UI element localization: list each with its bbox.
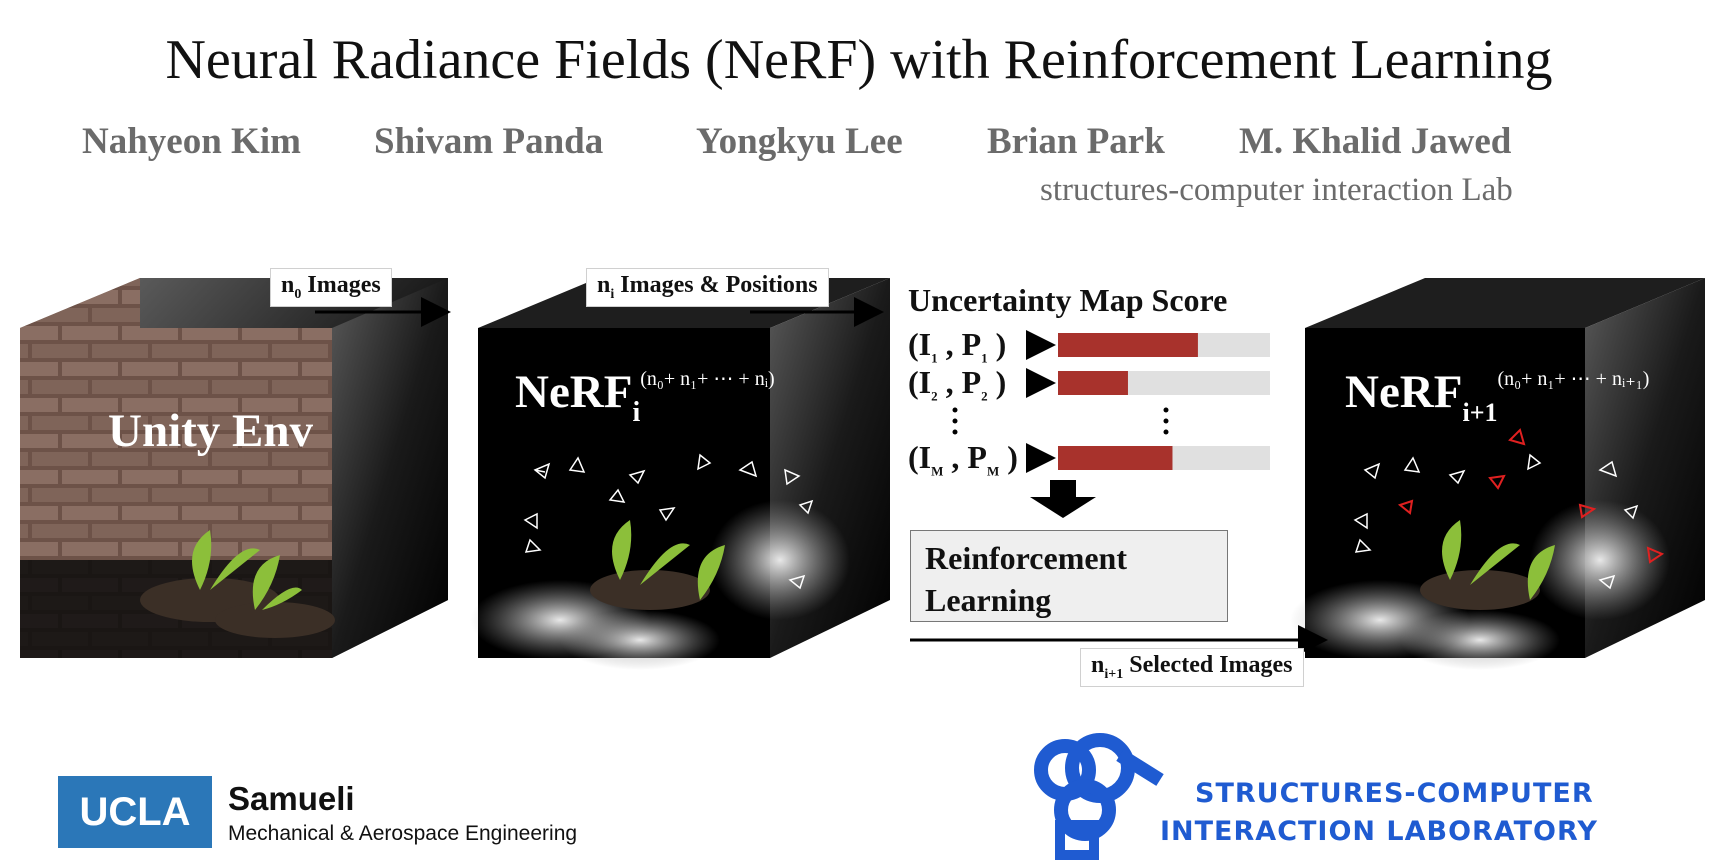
ucla-logo: UCLA bbox=[58, 776, 212, 848]
author-name: Brian Park bbox=[987, 121, 1165, 162]
selected-camera-markers bbox=[1397, 428, 1665, 564]
nerf-i-box bbox=[470, 278, 890, 670]
n0-images-tag: n0 Images bbox=[270, 268, 392, 307]
sci-lab-line1: STRUCTURES-COMPUTER bbox=[1195, 778, 1594, 809]
score-bar-fill bbox=[1058, 371, 1128, 395]
score-bar-fill bbox=[1058, 333, 1198, 357]
nerf-i1-box bbox=[1290, 278, 1705, 670]
lab-name: structures-computer interaction Lab bbox=[1040, 172, 1513, 208]
page-title: Neural Radiance Fields (NeRF) with Reinf… bbox=[165, 29, 1553, 91]
down-arrow bbox=[1030, 497, 1096, 518]
nerf-i1-label: NeRFi+1(n₀+ n₁+ ⋯ + nᵢ₊₁) bbox=[1345, 366, 1650, 427]
reinforcement-learning-box: Reinforcement Learning bbox=[910, 530, 1228, 622]
ni-images-positions-tag: ni Images & Positions bbox=[586, 268, 829, 307]
camera-markers bbox=[523, 453, 1639, 590]
uncertainty-title: Uncertainty Map Score bbox=[908, 282, 1228, 318]
score-pair-2: (I2 , P2 ) bbox=[908, 364, 1007, 404]
department-label: Mechanical & Aerospace Engineering bbox=[228, 822, 578, 845]
samueli-label: Samueli bbox=[228, 780, 355, 817]
unity-env-label: Unity Env bbox=[108, 405, 314, 457]
nerf-i-label: NeRFi(n₀+ n₁+ ⋯ + nᵢ) bbox=[515, 366, 775, 428]
selected-images-tag: ni+1 Selected Images bbox=[1080, 648, 1304, 687]
ellipsis-dots bbox=[952, 407, 1169, 435]
score-bars bbox=[1058, 333, 1270, 470]
author-name: M. Khalid Jawed bbox=[1239, 121, 1512, 162]
author-name: Nahyeon Kim bbox=[82, 121, 301, 162]
author-name: Yongkyu Lee bbox=[696, 121, 903, 162]
author-name: Shivam Panda bbox=[374, 121, 604, 162]
score-pair-m: (IM , PM ) bbox=[908, 439, 1018, 479]
sci-lab-line2: INTERACTION LABORATORY bbox=[1160, 816, 1598, 847]
unity-env-box bbox=[20, 278, 448, 658]
score-pair-1: (I1 , P1 ) bbox=[908, 326, 1007, 366]
robot-arm-logo bbox=[1034, 733, 1164, 860]
pair-arrows bbox=[1026, 330, 1056, 473]
score-bar-fill bbox=[1058, 446, 1173, 470]
